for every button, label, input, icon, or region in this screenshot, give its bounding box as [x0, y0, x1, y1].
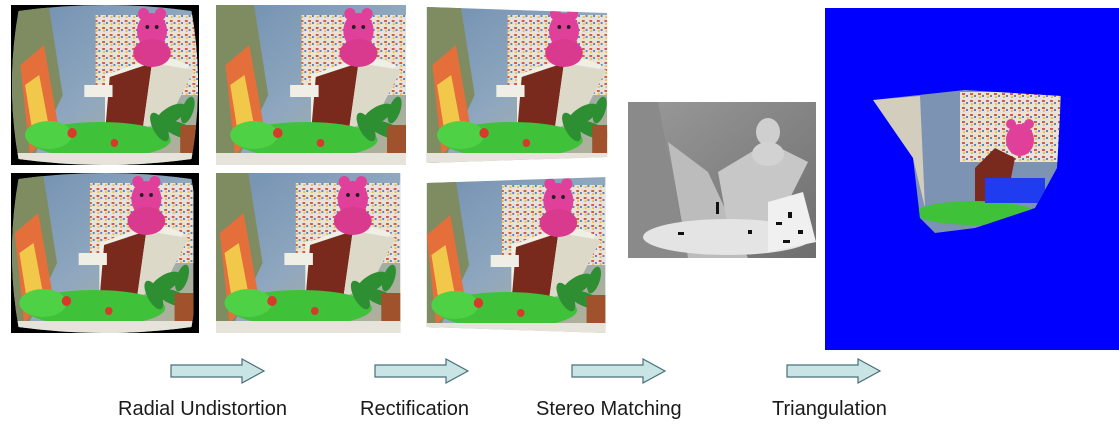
rectification-label: Rectification [360, 398, 469, 420]
radial-undistortion-label: Radial Undistortion [118, 398, 287, 420]
rectified-left-image [423, 5, 611, 165]
right-arrow-icon [374, 358, 470, 384]
rectified-right-image [423, 175, 611, 335]
point-cloud-image [825, 8, 1119, 350]
right-arrow-icon [786, 358, 882, 384]
distorted-right-image [11, 173, 199, 333]
right-arrow-icon [571, 358, 667, 384]
triangulation-label: Triangulation [772, 398, 887, 420]
right-arrow-icon [170, 358, 266, 384]
stereo-matching-label: Stereo Matching [536, 398, 682, 420]
disparity-map-image [628, 102, 816, 258]
distorted-left-image [11, 5, 199, 165]
undistorted-left-image [216, 5, 406, 165]
undistorted-right-image [216, 173, 406, 333]
